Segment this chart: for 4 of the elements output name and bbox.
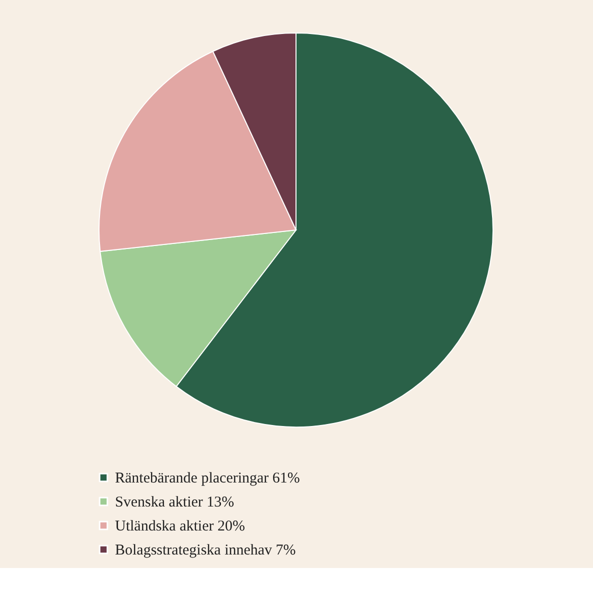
legend-label: Räntebärande placeringar 61%	[115, 470, 300, 486]
legend-label: Svenska aktier 13%	[115, 494, 234, 510]
legend-label: Utländska aktier 20%	[115, 518, 245, 534]
legend-label: Bolagsstrategiska innehav 7%	[115, 542, 296, 558]
